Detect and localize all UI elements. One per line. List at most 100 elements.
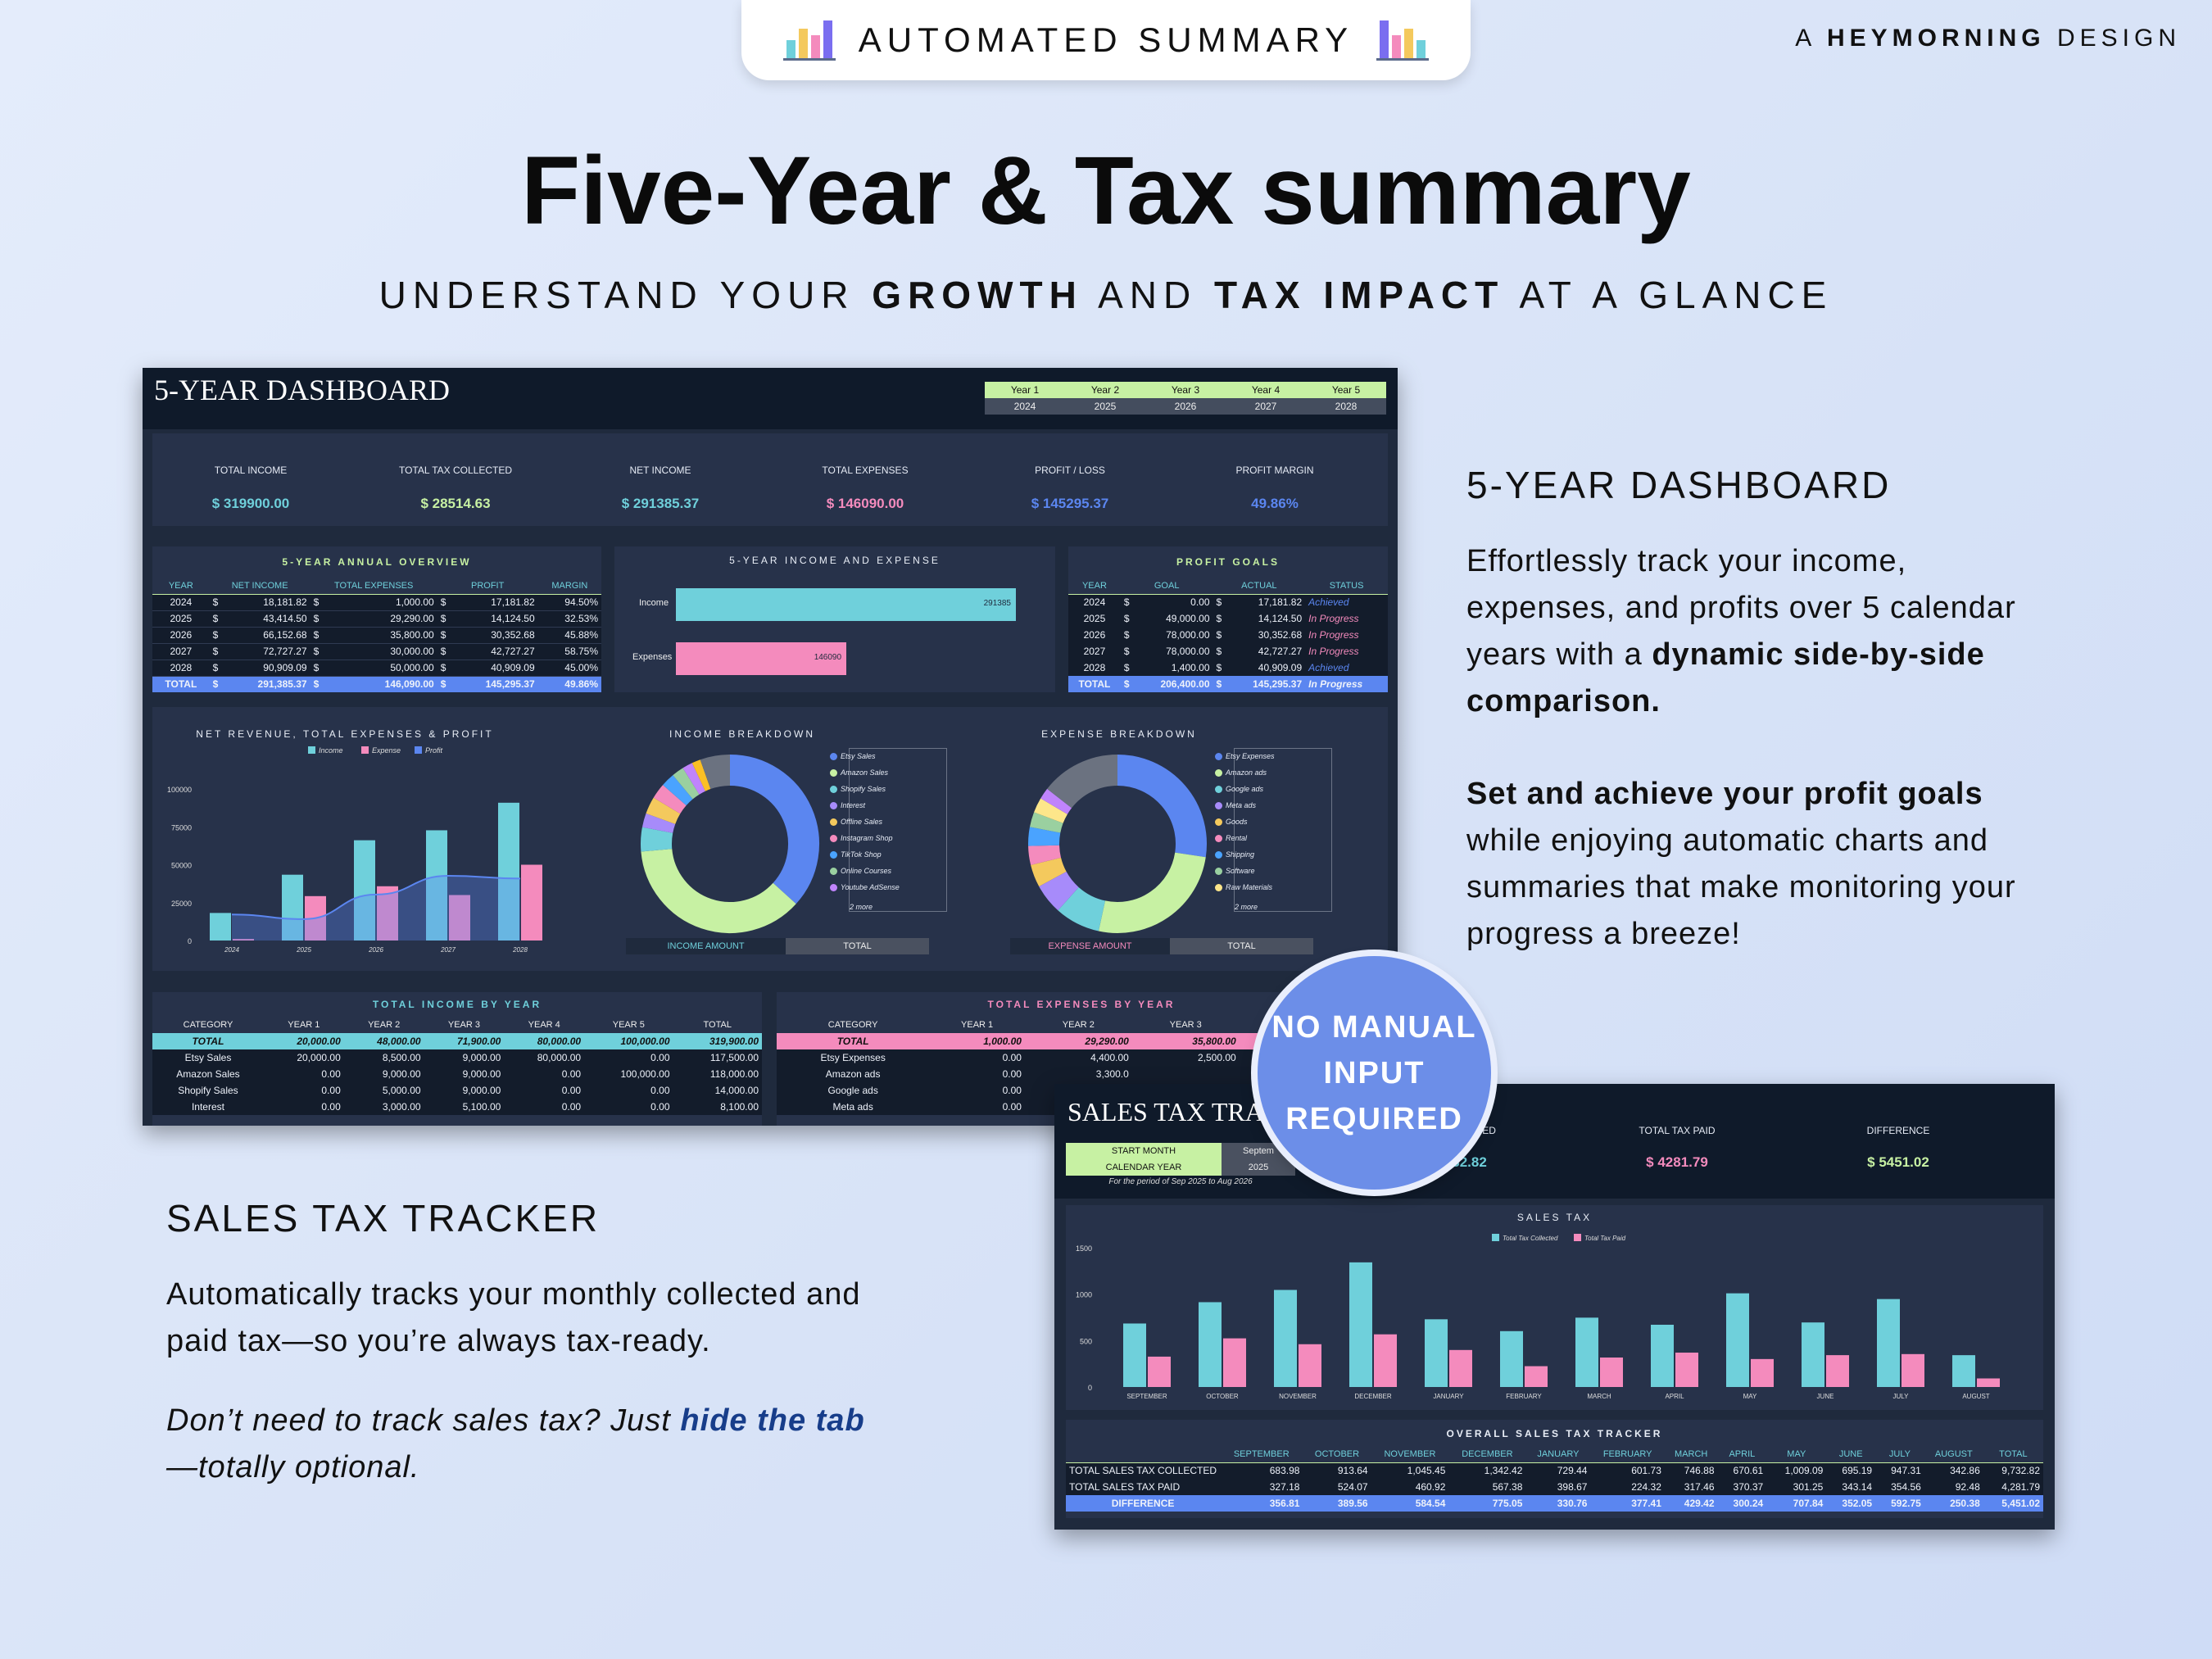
- table-cell: 5,451.02: [2001, 1498, 2040, 1509]
- expense-label: Expenses: [632, 652, 673, 662]
- x-tick-label: AUGUST: [1962, 1393, 1989, 1400]
- table-cell: 29,290.00: [390, 613, 434, 624]
- table-cell: $: [1123, 662, 1130, 673]
- legend-item: Meta ads: [1215, 801, 1256, 809]
- legend-dot: [830, 818, 837, 826]
- y-tick-label: 0: [188, 937, 192, 945]
- income-dropdown[interactable]: INCOME AMOUNT TOTAL: [626, 938, 929, 954]
- kpi-label: PROFIT / LOSS: [1035, 465, 1105, 476]
- table-header: YEAR GOAL ACTUAL STATUS: [1068, 578, 1388, 594]
- x-tick-label: DECEMBER: [1354, 1393, 1392, 1400]
- table-cell: DIFFERENCE: [1111, 1498, 1175, 1509]
- table-cell: 1,009.09: [1784, 1465, 1824, 1477]
- table-cell: 301.25: [1793, 1481, 1824, 1493]
- start-month-select[interactable]: Septem 2025: [1222, 1143, 1295, 1176]
- table-cell: 0.00: [321, 1068, 341, 1080]
- kpi-label: TOTAL EXPENSES: [822, 465, 909, 476]
- donut-slice: [1040, 788, 1072, 815]
- chart-bar: [1600, 1358, 1623, 1387]
- legend-dot: [830, 752, 837, 760]
- chart-bar: [1751, 1358, 1774, 1387]
- donut-slice: [641, 848, 796, 933]
- table-cell: 66,152.68: [263, 629, 307, 641]
- table-cell: 117,500.00: [709, 1052, 759, 1063]
- table-cell: 118,000.00: [709, 1068, 759, 1080]
- table-cell: 291,385.37: [257, 678, 307, 691]
- table-cell: TOTAL: [836, 1036, 869, 1047]
- table-cell: 775.05: [1492, 1498, 1523, 1509]
- profit-goals-title: PROFIT GOALS: [1176, 556, 1280, 568]
- table-cell: 947.31: [1891, 1465, 1921, 1477]
- table-cell: 670.61: [1733, 1465, 1764, 1477]
- expense-dropdown[interactable]: EXPENSE AMOUNT TOTAL: [1010, 938, 1313, 954]
- income-donut: [641, 755, 819, 933]
- table-cell: YEAR 1: [288, 1020, 320, 1030]
- bar-chart-icon: [1376, 20, 1430, 61]
- legend-more[interactable]: 2 more: [1235, 903, 1258, 911]
- table-cell: 460.92: [1415, 1481, 1446, 1493]
- x-tick-label: MARCH: [1587, 1393, 1611, 1400]
- brand: A HEYMORNING DESIGN: [1795, 25, 2181, 52]
- kpi-value: $ 28514.63: [420, 496, 491, 511]
- legend-more[interactable]: 2 more: [850, 903, 873, 911]
- chart-bar: [1826, 1355, 1849, 1387]
- kpi-label: TOTAL TAX COLLECTED: [398, 465, 513, 476]
- legend-dot: [1215, 850, 1222, 859]
- table-cell: NOVEMBER: [1384, 1448, 1436, 1459]
- table-cell: 80,000.00: [537, 1036, 582, 1047]
- year-label: Year 5: [1331, 384, 1361, 396]
- table-cell: 2026: [170, 629, 193, 641]
- legend-item: Online Courses: [830, 867, 891, 875]
- sales-tax-title: SALES TAX TRA: [1067, 1097, 1264, 1126]
- table-cell: YEAR 2: [368, 1020, 401, 1030]
- annual-overview-panel: 5-YEAR ANNUAL OVERVIEW YEAR NET INCOME TOT…: [152, 546, 601, 692]
- table-cell: $: [1123, 678, 1130, 690]
- legend-dot: [1215, 834, 1222, 842]
- table-cell: 35,800.00: [390, 629, 434, 641]
- income-legend: Etsy Sales Amazon Sales Shopify Sales Inter…: [830, 748, 947, 912]
- legend-label: Youtube AdSense: [841, 883, 900, 891]
- table-cell: 9,000.00: [462, 1085, 501, 1096]
- table-cell: $: [212, 678, 219, 691]
- legend-label: Rental: [1226, 834, 1248, 842]
- table-cell: 17,181.82: [491, 596, 535, 608]
- income-by-year-panel: TOTAL INCOME BY YEAR CATEGORY YEAR 1 YEAR …: [152, 992, 762, 1126]
- table-cell: 0.00: [561, 1085, 582, 1096]
- table-cell: 14,000.00: [714, 1085, 759, 1096]
- table-cell: 0.00: [321, 1085, 341, 1096]
- profit-goals-table: YEAR GOAL ACTUAL STATUS 2024 $0.00 $17,181.82 A…: [1068, 578, 1388, 692]
- bar-chart-icon: [782, 20, 836, 61]
- table-cell: $: [313, 646, 320, 657]
- dashboard-heading: 5-YEAR DASHBOARD: [1466, 464, 1892, 506]
- x-tick-label: OCTOBER: [1206, 1393, 1239, 1400]
- table-cell: 20,000.00: [297, 1052, 341, 1063]
- hide-the-tab-link[interactable]: hide the tab: [680, 1403, 865, 1438]
- chart-bar: [377, 886, 398, 941]
- dashboard-paragraph-1: Effortlessly track your income, expenses…: [1466, 544, 2016, 718]
- income-by-year-table: CATEGORY YEAR 1 YEAR 2 YEAR 3 YEAR 4 YEAR 5 TO…: [152, 1017, 762, 1115]
- donut-slice: [1031, 857, 1067, 887]
- table-cell: 30,000.00: [390, 646, 434, 657]
- table-cell: 1,342.42: [1484, 1465, 1523, 1477]
- chart-bar: [1977, 1378, 2000, 1387]
- table-cell: CATEGORY: [183, 1020, 233, 1030]
- table-cell: $: [212, 646, 219, 657]
- table-cell: 4,400.00: [1090, 1052, 1129, 1063]
- table-cell: 567.38: [1492, 1481, 1523, 1493]
- donut-slice: [646, 797, 681, 825]
- chart-bar: [282, 874, 303, 941]
- kpi-label: TOTAL INCOME: [214, 465, 288, 476]
- table-cell: TOTAL: [703, 1020, 732, 1030]
- table-header: CATEGORY YEAR 1 YEAR 2 YEAR 3 YEAR 4 YEAR 5 TO…: [152, 1017, 762, 1033]
- annual-overview-title: 5-YEAR ANNUAL OVERVIEW: [282, 556, 472, 568]
- table-cell: $: [1216, 646, 1222, 657]
- table-cell: 8,100.00: [720, 1101, 759, 1113]
- donut-slice: [653, 785, 687, 814]
- table-row: Amazon ads 0.00 3,300.0: [777, 1066, 1386, 1082]
- table-cell: $: [212, 629, 219, 641]
- table-cell: TOTAL SALES TAX COLLECTED: [1069, 1465, 1217, 1477]
- income-expense-title: 5-YEAR INCOME AND EXPENSE: [729, 555, 941, 566]
- chart-bar: [1902, 1353, 1924, 1387]
- table-row: 2027 $78,000.00 $42,727.27 In Progress: [1068, 643, 1388, 660]
- table-cell: 343.14: [1842, 1481, 1873, 1493]
